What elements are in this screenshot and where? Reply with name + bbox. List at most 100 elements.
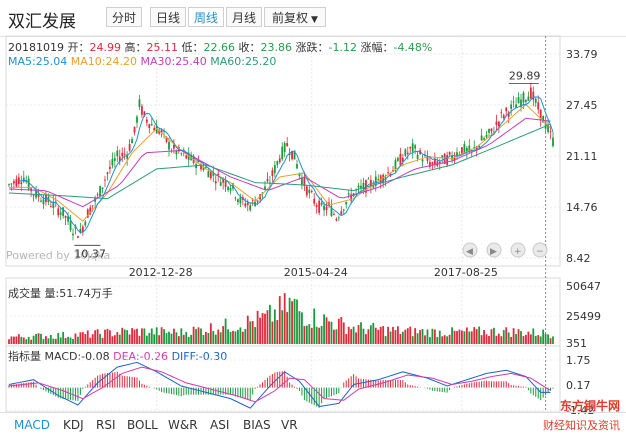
candle-body xyxy=(315,205,318,207)
candle-body xyxy=(123,153,126,155)
volume-bar xyxy=(271,321,274,344)
candle-body xyxy=(397,158,399,161)
indicator-tab-macd[interactable]: MACD xyxy=(14,418,50,432)
candle-body xyxy=(323,205,325,211)
candle-body xyxy=(539,109,542,120)
zoom-in-icon[interactable] xyxy=(510,242,526,258)
volume-bar xyxy=(168,331,170,344)
volume-bar xyxy=(264,313,266,344)
volume-bar xyxy=(404,329,407,344)
candle-body xyxy=(308,189,311,193)
tab-daily[interactable]: 日线 xyxy=(150,7,186,27)
candle-body xyxy=(394,160,397,170)
price-tick-label: 27.45 xyxy=(566,99,598,112)
volume-bar xyxy=(416,333,419,344)
volume-bar xyxy=(17,334,20,344)
indicator-tab-vr[interactable]: VR xyxy=(281,418,298,432)
candle-body xyxy=(42,199,45,205)
volume-bar xyxy=(195,329,197,344)
volume-bar xyxy=(461,330,463,344)
adjust-dropdown[interactable]: 前复权 ▼ xyxy=(264,7,326,27)
volume-bar xyxy=(237,329,239,344)
pct-label: 涨幅： xyxy=(360,41,394,54)
volume-bar xyxy=(232,330,234,344)
candle-body xyxy=(165,136,168,142)
open-label: 开： xyxy=(67,41,90,54)
candle-body xyxy=(490,128,493,132)
volume-bar xyxy=(328,321,330,344)
candle-body xyxy=(515,104,517,109)
volume-bar xyxy=(431,328,434,344)
volume-bar xyxy=(185,331,188,344)
candle-body xyxy=(212,172,215,176)
candle-body xyxy=(502,115,505,119)
volume-bar xyxy=(22,337,25,344)
candle-body xyxy=(10,183,13,185)
candle-body xyxy=(153,127,156,131)
candle-body xyxy=(72,233,74,236)
candle-body xyxy=(438,162,441,164)
indicator-tab-bias[interactable]: BIAS xyxy=(243,418,271,432)
ma60-name: MA60 xyxy=(210,55,242,68)
volume-bar xyxy=(131,328,133,344)
volume-bar xyxy=(202,334,205,344)
volume-bar xyxy=(244,329,247,344)
volume-bar xyxy=(397,326,399,344)
indicator-tab-rsi[interactable]: RSI xyxy=(96,418,116,432)
volume-bar xyxy=(409,326,412,344)
ma60-value: 25.20 xyxy=(244,55,277,68)
tab-monthly[interactable]: 月线 xyxy=(226,7,262,27)
candle-body xyxy=(227,186,229,190)
candle-body xyxy=(532,91,535,100)
volume-bar xyxy=(458,329,461,344)
candle-body xyxy=(342,209,345,211)
candle-body xyxy=(271,170,274,177)
tab-intraday[interactable]: 分时 xyxy=(106,7,142,27)
candle-body xyxy=(84,221,87,226)
volume-bar xyxy=(345,333,348,344)
candle-body xyxy=(8,184,10,186)
candle-body xyxy=(150,123,153,126)
volume-bar xyxy=(148,332,151,344)
candle-body xyxy=(185,155,188,159)
candle-body xyxy=(414,145,417,149)
zoom-out-icon[interactable] xyxy=(532,242,548,258)
site-tagline: 财经知识及资讯 xyxy=(543,419,620,432)
price-tick-label: 21.11 xyxy=(566,150,598,163)
candle-body xyxy=(37,194,40,197)
volume-bar xyxy=(256,310,259,344)
volume-bar xyxy=(106,328,109,344)
volume-bar xyxy=(377,329,380,344)
volume-bar xyxy=(141,328,143,344)
volume-bar xyxy=(246,315,249,344)
candle-body xyxy=(431,162,434,165)
volume-bar xyxy=(301,312,303,344)
indicator-tab-wr[interactable]: W&R xyxy=(168,418,198,432)
indicator-tab-kdj[interactable]: KDJ xyxy=(63,418,84,432)
volume-bar xyxy=(470,331,473,344)
zoom-out-icon-glyph: − xyxy=(536,247,544,257)
volume-bar xyxy=(517,329,520,344)
candle-body xyxy=(350,194,353,201)
volume-bar xyxy=(483,329,485,344)
candle-body xyxy=(64,216,67,218)
candle-body xyxy=(62,207,65,217)
ma-legend: MA5:25.04 MA10:24.20 MA30:25.40 MA60:25.… xyxy=(8,55,277,68)
tab-weekly[interactable]: 周线 xyxy=(188,7,224,27)
circle-left-icon[interactable] xyxy=(462,242,478,258)
volume-bar xyxy=(360,322,362,344)
circle-right-icon[interactable] xyxy=(486,242,502,258)
volume-bar xyxy=(340,317,343,344)
indicator-tab-boll[interactable]: BOLL xyxy=(127,418,158,432)
volume-bar xyxy=(401,331,404,344)
indicator-tab-asi[interactable]: ASI xyxy=(210,418,230,432)
ma10-name: MA10 xyxy=(70,55,102,68)
volume-bar xyxy=(544,333,547,344)
candle-body xyxy=(461,147,463,154)
candle-body xyxy=(429,162,431,167)
candle-body xyxy=(77,236,79,238)
candle-body xyxy=(495,121,498,125)
candle-body xyxy=(549,131,552,133)
ma-line-ma30 xyxy=(8,117,551,208)
volume-bar xyxy=(342,322,345,344)
